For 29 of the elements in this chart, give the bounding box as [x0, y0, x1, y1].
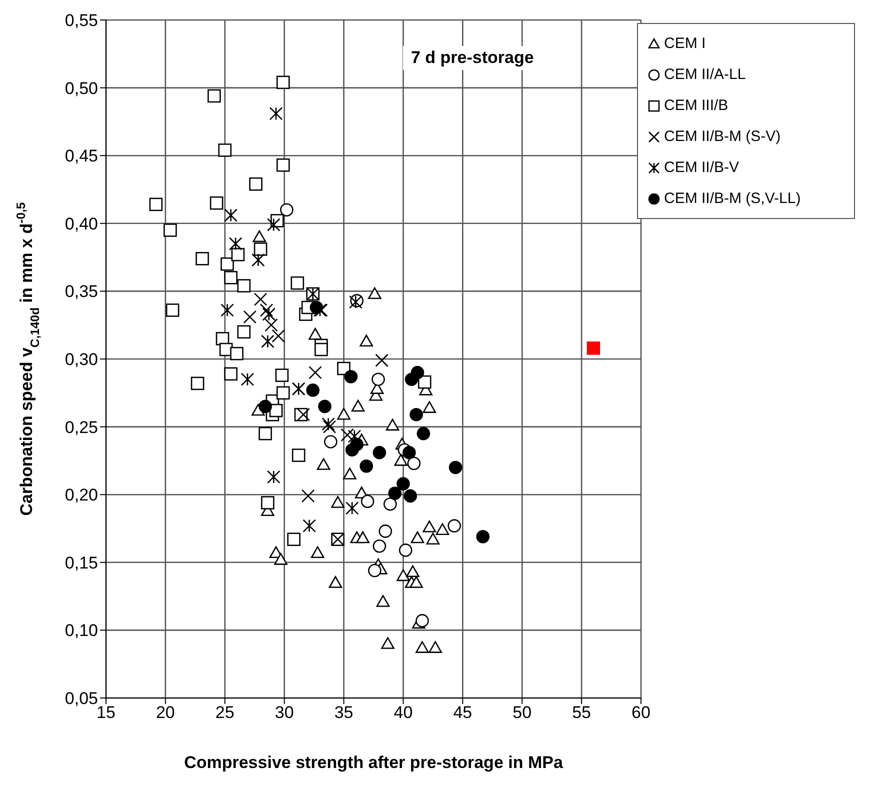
- legend-label: CEM II/B-V: [664, 159, 740, 176]
- x-tick-label: 45: [453, 703, 472, 722]
- y-tick-label: 0,50: [64, 78, 98, 98]
- y-tick-label: 0,40: [64, 214, 98, 234]
- x-tick-label: 35: [334, 703, 354, 722]
- x-tick-label: 20: [156, 703, 175, 722]
- x-tick-label: 50: [512, 703, 532, 722]
- x-tick-label: 15: [96, 703, 116, 722]
- legend-label: CEM III/B: [664, 97, 728, 114]
- text: 7 d pre-storage: [403, 46, 542, 70]
- y-tick-label: 0,45: [64, 146, 98, 166]
- y-tick-label: 0,35: [64, 282, 98, 302]
- y-tick-label: 0,10: [64, 621, 98, 640]
- x-axis-title: Compressive strength after pre-storage in MPa: [184, 753, 564, 772]
- legend-label: CEM II/A-LL: [664, 66, 746, 83]
- x-tick-label: 60: [632, 703, 650, 722]
- legend-label: CEM II/B-M (S,V-LL): [664, 190, 801, 207]
- legend-label: CEM I: [664, 35, 706, 52]
- y-tick-label: 0,25: [64, 418, 98, 437]
- x-tick-label: 55: [572, 703, 592, 722]
- x-tick-label: 30: [274, 703, 294, 722]
- y-tick-label: 0,05: [64, 689, 98, 708]
- y-tick-label: 0,30: [64, 350, 98, 370]
- y-tick-label: 0,55: [64, 11, 98, 30]
- x-tick-label: 40: [394, 703, 413, 722]
- x-tick-label: 25: [215, 703, 234, 722]
- y-tick-label: 0,20: [64, 486, 98, 505]
- legend-label: CEM II/B-M (S-V): [664, 128, 781, 145]
- y-tick-label: 0,15: [64, 553, 98, 572]
